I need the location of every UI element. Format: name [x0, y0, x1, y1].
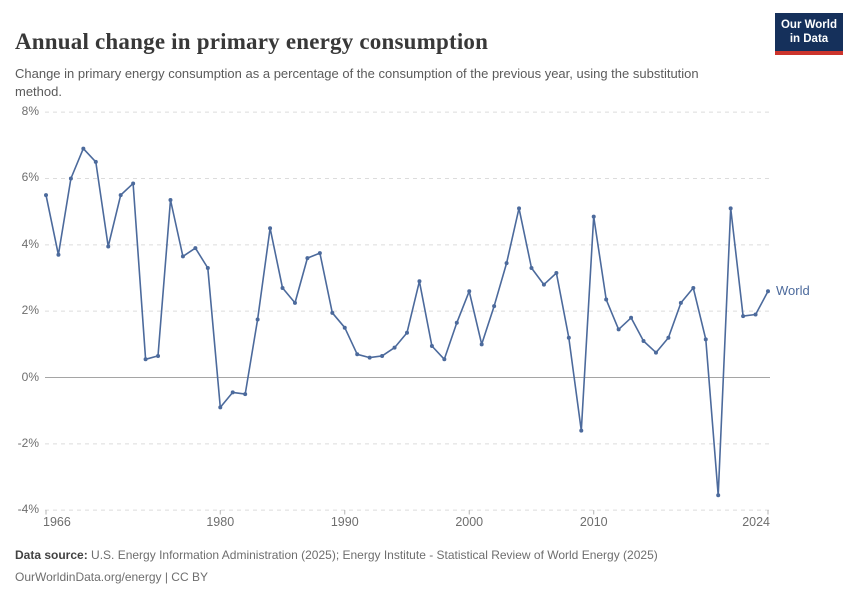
y-axis-label: 2% — [21, 303, 39, 318]
x-axis-label: 2024 — [742, 515, 770, 529]
data-point — [703, 337, 708, 342]
data-point — [429, 343, 434, 348]
data-point — [392, 345, 397, 350]
data-point — [118, 193, 123, 198]
x-axis-label: 2010 — [579, 515, 608, 529]
data-point — [342, 325, 347, 330]
data-point — [541, 282, 546, 287]
data-point — [604, 297, 609, 302]
chart-footer: Data source: U.S. Energy Information Adm… — [15, 545, 835, 588]
data-point — [205, 266, 210, 271]
y-axis-label: 6% — [21, 170, 39, 185]
data-point — [629, 315, 634, 320]
data-point — [716, 493, 721, 498]
y-axis-label: -4% — [17, 502, 39, 517]
data-point — [44, 193, 48, 198]
data-source-text: U.S. Energy Information Administration (… — [87, 548, 658, 562]
data-point — [479, 342, 484, 347]
data-point — [442, 357, 447, 362]
data-point — [56, 252, 61, 257]
data-point — [529, 266, 534, 271]
data-point — [504, 261, 509, 266]
owid-logo-line1: Our World — [780, 18, 837, 31]
data-point — [355, 352, 360, 357]
data-point — [753, 312, 758, 317]
data-point — [591, 214, 596, 219]
data-point — [517, 206, 522, 211]
y-axis-label: -2% — [17, 435, 39, 450]
data-point — [691, 285, 696, 290]
data-point — [230, 390, 235, 395]
data-point — [467, 289, 472, 294]
data-point — [305, 256, 310, 261]
line-chart: 8% 6% 4% 2% 0% -2% -4% 1966 1980 1990 2000 2010 2024… — [17, 104, 810, 529]
data-point — [280, 285, 285, 290]
data-point — [81, 146, 86, 151]
x-axis-label: 1980 — [206, 515, 235, 529]
data-point — [180, 254, 185, 259]
chart-canvas — [44, 111, 770, 515]
data-point — [417, 279, 422, 284]
y-axis-label: 0% — [21, 369, 39, 384]
x-axis-label: 1966 — [43, 515, 71, 529]
data-point — [454, 320, 459, 325]
owid-logo-line2: in Data — [789, 33, 829, 45]
data-point — [330, 310, 335, 315]
data-point — [106, 244, 111, 249]
data-point — [317, 251, 322, 256]
data-line-world — [45, 147, 769, 497]
data-source-line: Data source: U.S. Energy Information Adm… — [15, 545, 835, 567]
data-point — [131, 181, 136, 186]
data-point — [143, 357, 148, 362]
data-point — [156, 353, 161, 358]
data-point — [292, 300, 297, 305]
y-axis-label: 8% — [21, 104, 39, 119]
data-point — [380, 353, 385, 358]
data-point — [93, 159, 98, 164]
data-point — [405, 330, 409, 335]
data-point — [728, 206, 733, 211]
data-point — [218, 405, 223, 410]
data-point — [243, 392, 248, 397]
data-point — [255, 317, 260, 322]
data-point — [641, 339, 646, 344]
data-point — [367, 355, 372, 360]
data-point — [554, 271, 559, 276]
data-point — [741, 314, 746, 319]
x-axis-label: 2000 — [455, 515, 484, 529]
y-axis-label: 4% — [21, 236, 39, 251]
x-axis-label: 1990 — [330, 515, 359, 529]
data-source-label: Data source: — [15, 548, 88, 562]
license-line[interactable]: OurWorldinData.org/energy | CC BY — [15, 569, 208, 584]
data-point — [616, 327, 621, 332]
data-point — [579, 428, 584, 433]
data-point — [766, 289, 770, 294]
owid-logo: Our World in Data — [775, 13, 843, 55]
owid-logo-red-bar — [775, 51, 843, 55]
data-point — [68, 176, 73, 181]
data-point — [653, 350, 658, 355]
chart-subtitle: Change in primary energy consumption as … — [15, 66, 699, 100]
data-point — [666, 335, 671, 340]
data-point — [678, 300, 683, 305]
series-label-world: World — [776, 283, 810, 299]
data-point — [566, 335, 571, 340]
data-point — [168, 198, 173, 203]
data-point — [193, 246, 198, 251]
data-point — [268, 226, 273, 231]
page-title: Annual change in primary energy consumpt… — [15, 29, 489, 55]
data-point — [492, 304, 497, 309]
